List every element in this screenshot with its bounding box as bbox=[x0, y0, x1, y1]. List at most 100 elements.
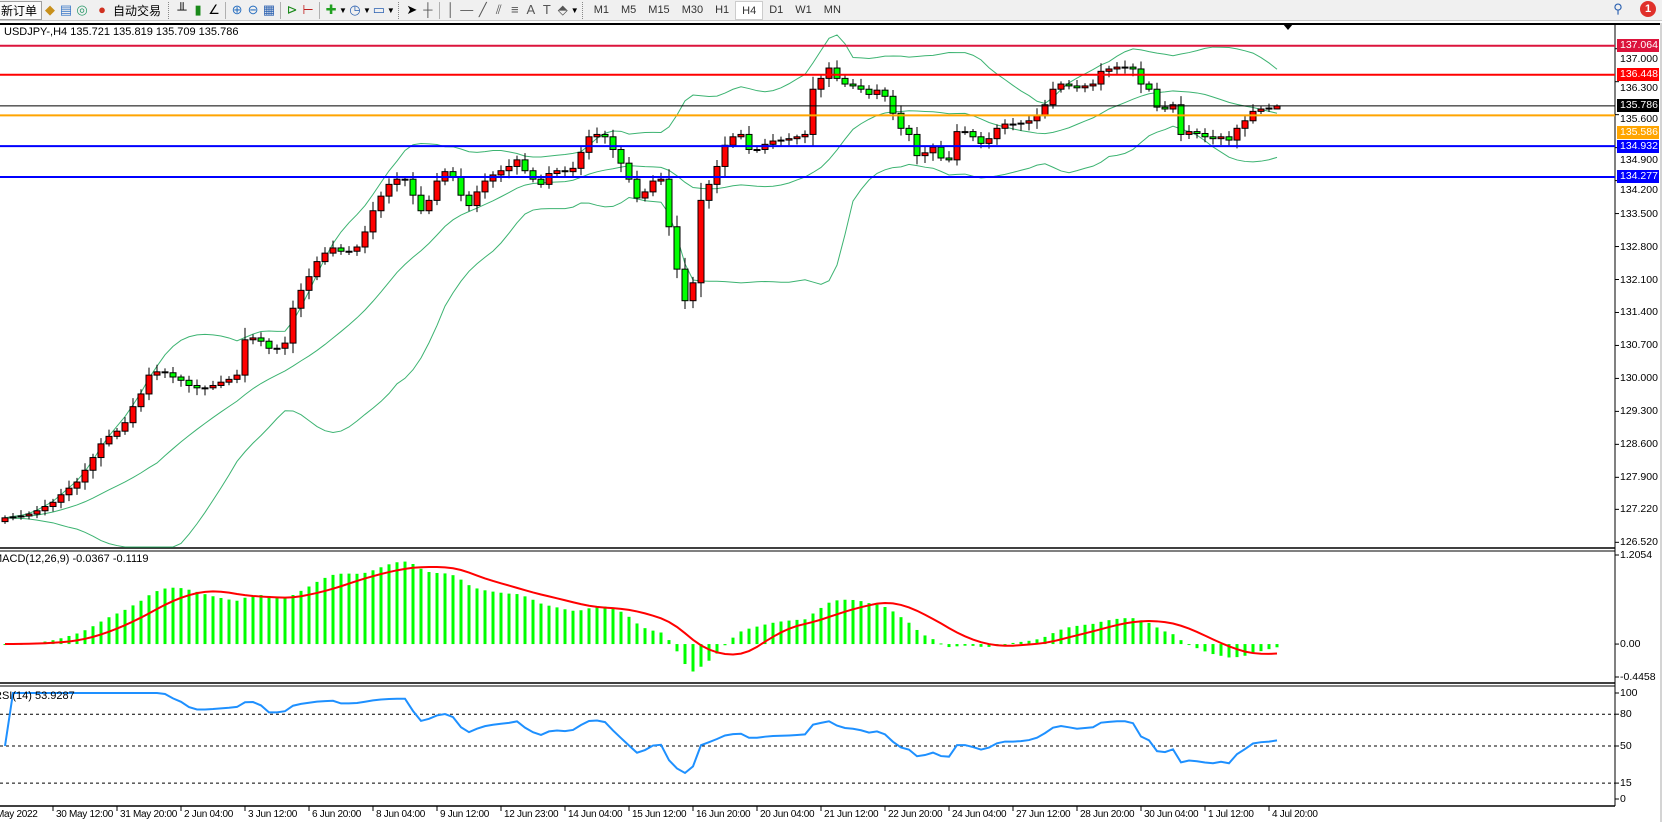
bull-candle bbox=[505, 165, 513, 172]
bear-candle bbox=[889, 95, 897, 114]
scrollbar[interactable] bbox=[1660, 23, 1662, 822]
bear-candle bbox=[897, 112, 905, 129]
toolbar-grip bbox=[397, 1, 401, 19]
macd-histogram-bar bbox=[603, 606, 607, 645]
macd-histogram-bar bbox=[1171, 634, 1175, 645]
timeframe-group: M1 M5 M15 M30 H1 H4 D1 W1 MN bbox=[588, 0, 847, 20]
search-icon[interactable]: ⚲ bbox=[1613, 1, 1623, 16]
bull-candle bbox=[369, 210, 377, 233]
chevron-down-icon[interactable]: ▼ bbox=[386, 5, 395, 15]
time-label: 16 Jun 20:00 bbox=[696, 809, 751, 820]
new-order-button[interactable]: 新订单 bbox=[0, 0, 43, 20]
arrows-icon[interactable]: ⬘ bbox=[557, 2, 568, 17]
bull-candle bbox=[281, 342, 289, 349]
bear-candle bbox=[601, 133, 609, 138]
bear-candle bbox=[1177, 104, 1185, 135]
bull-candle bbox=[753, 149, 761, 152]
timeframe-m15[interactable]: M15 bbox=[648, 3, 670, 16]
rsi-tick-label: 0 bbox=[1620, 793, 1626, 805]
auto-scroll-icon[interactable]: ⊳ bbox=[286, 2, 298, 17]
text-icon[interactable]: A bbox=[526, 2, 536, 17]
macd-histogram-bar bbox=[635, 623, 639, 645]
time-label: 8 Jun 04:00 bbox=[376, 809, 425, 820]
bear-candle bbox=[945, 157, 953, 161]
macd-histogram-bar bbox=[675, 644, 679, 652]
tile-windows-icon[interactable]: ▦ bbox=[262, 2, 276, 17]
equidistant-channel-icon[interactable]: ⫽ bbox=[495, 2, 502, 17]
bull-candle bbox=[721, 144, 729, 167]
zoom-in-icon[interactable]: ⊕ bbox=[231, 2, 243, 17]
line-chart-icon[interactable]: ∠ bbox=[208, 2, 220, 17]
bull-candle bbox=[377, 195, 385, 212]
macd-histogram-bar bbox=[891, 611, 895, 645]
price-level-tag: 136.448 bbox=[1617, 68, 1659, 82]
templates-icon[interactable]: ▭ bbox=[372, 2, 386, 17]
price-tick-label: 134.900 bbox=[1620, 154, 1658, 167]
macd-histogram-bar bbox=[211, 596, 215, 645]
timeframe-m5[interactable]: M5 bbox=[621, 3, 637, 16]
market-watch-icon[interactable]: ◆ bbox=[45, 2, 56, 17]
bull-candle bbox=[657, 178, 665, 182]
vertical-line-icon[interactable]: │ bbox=[446, 2, 455, 17]
text-label-icon[interactable]: T bbox=[542, 2, 551, 17]
chart-shift-icon[interactable]: ⊢ bbox=[302, 2, 314, 17]
bull-candle bbox=[17, 515, 25, 518]
macd-histogram-bar bbox=[179, 588, 183, 645]
macd-histogram-bar bbox=[283, 598, 287, 645]
indicators-icon[interactable]: ✚ bbox=[325, 2, 337, 17]
periods-icon[interactable]: ◷ bbox=[349, 2, 361, 17]
bar-chart-icon[interactable]: ╨ bbox=[177, 2, 187, 17]
chevron-down-icon[interactable]: ▼ bbox=[339, 5, 347, 15]
bear-candle bbox=[857, 85, 865, 90]
timeframe-m30[interactable]: M30 bbox=[681, 3, 704, 16]
timeframe-mn[interactable]: MN bbox=[823, 3, 841, 16]
chevron-down-icon[interactable]: ▼ bbox=[570, 5, 579, 15]
candlestick-icon[interactable]: ▮ bbox=[194, 2, 202, 17]
bear-candle bbox=[1145, 83, 1153, 90]
auto-trading-button[interactable]: ● 自动交易 bbox=[90, 1, 165, 20]
toolbar: 新订单 ◆ ▤ ◎ ● 自动交易 ╨ ▮ ∠ ⊕ ⊖ ▦ ⊳ ⊢ ✚ ▼ ◷ ▼ ▭… bbox=[0, 0, 1662, 21]
bull-candle bbox=[425, 199, 433, 212]
macd-histogram-bar bbox=[827, 602, 831, 645]
macd-histogram-bar bbox=[963, 644, 967, 646]
crosshair-icon[interactable]: ┼ bbox=[423, 2, 433, 17]
bull-candle bbox=[593, 133, 601, 138]
toolbar-right: ⚲ 1 bbox=[1610, 1, 1656, 17]
bull-candle bbox=[649, 180, 657, 193]
price-tick-label: 127.900 bbox=[1620, 471, 1658, 484]
macd-histogram-bar bbox=[907, 622, 911, 645]
bull-candle bbox=[497, 170, 505, 176]
notification-badge[interactable]: 1 bbox=[1640, 1, 1656, 17]
bull-candle bbox=[297, 289, 305, 309]
bull-candle bbox=[801, 133, 809, 138]
macd-histogram-bar bbox=[507, 593, 511, 645]
bull-candle bbox=[545, 173, 553, 185]
cursor-icon[interactable]: ➤ bbox=[406, 2, 418, 17]
price-tick-label: 136.300 bbox=[1620, 82, 1658, 95]
bull-candle bbox=[921, 152, 929, 157]
timeframe-w1[interactable]: W1 bbox=[795, 3, 812, 16]
chevron-down-icon[interactable]: ▼ bbox=[362, 5, 371, 15]
timeframe-h1[interactable]: H1 bbox=[715, 3, 730, 16]
price-tick-label: 132.100 bbox=[1620, 273, 1658, 286]
data-window-icon[interactable]: ▤ bbox=[59, 2, 73, 17]
bear-candle bbox=[833, 67, 841, 79]
timeframe-h4[interactable]: H4 bbox=[735, 0, 764, 20]
horizontal-line-icon[interactable]: — bbox=[460, 2, 474, 17]
price-level-tag: 137.064 bbox=[1617, 39, 1659, 53]
zoom-out-icon[interactable]: ⊖ bbox=[247, 2, 259, 17]
trendline-icon[interactable]: ╱ bbox=[478, 2, 487, 17]
time-label: 24 Jun 04:00 bbox=[952, 809, 1007, 820]
bull-candle bbox=[585, 136, 593, 153]
signals-icon[interactable]: ◎ bbox=[76, 2, 88, 17]
price-tick-label: 127.220 bbox=[1620, 503, 1658, 516]
bear-candle bbox=[1153, 88, 1161, 108]
timeframe-m1[interactable]: M1 bbox=[593, 3, 609, 16]
macd-histogram-bar bbox=[1123, 618, 1127, 645]
macd-histogram-bar bbox=[1227, 644, 1231, 658]
timeframe-d1[interactable]: D1 bbox=[769, 3, 784, 16]
toolbar-grip bbox=[581, 1, 585, 19]
fibonacci-icon[interactable]: ≡ bbox=[511, 2, 519, 17]
macd-histogram-bar bbox=[659, 632, 663, 645]
